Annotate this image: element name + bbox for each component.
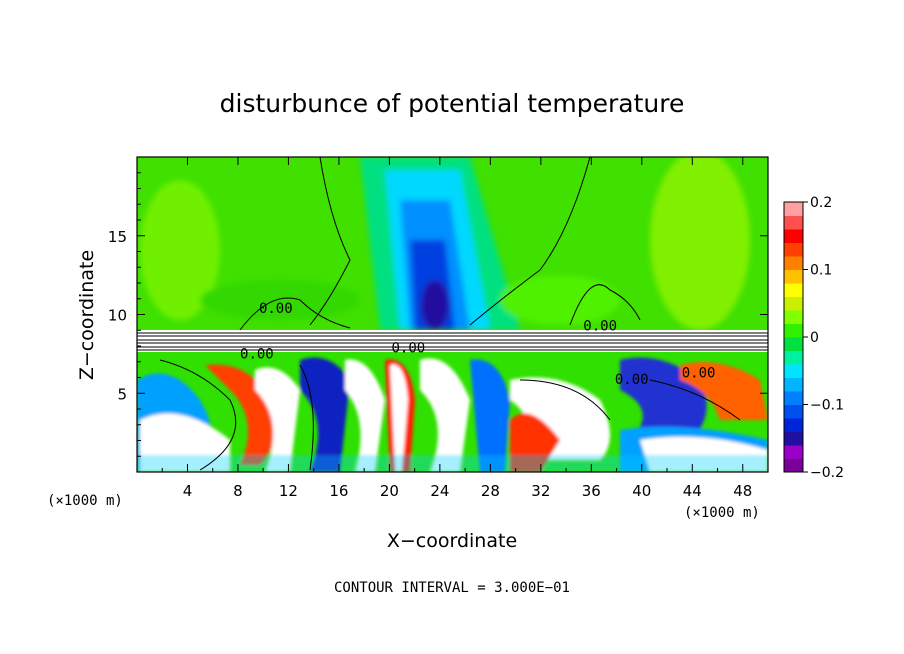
x-tick-label: 32 [531,482,550,500]
x-tick-label: 36 [582,482,601,500]
x-tick-label: 12 [279,482,298,500]
contour-labels: 0.00 0.00 0.00 0.00 0.00 0.00 [240,301,715,388]
colorbar-ticks: 0.2 0.1 0 −0.1 −0.2 [803,195,844,481]
colorbar-swatch [784,215,803,230]
x-tick-label: 40 [632,482,651,500]
colorbar-swatch [784,229,803,243]
colorbar-tick-label: 0 [810,330,819,346]
colorbar-swatch [784,202,803,216]
colorbar-swatch [784,391,803,405]
y-tick-label: 15 [108,228,127,246]
contour-label: 0.00 [259,301,293,317]
colorbar-swatch [784,269,803,284]
x-axis-ticks: 4 8 12 16 20 24 28 32 36 40 44 48 [161,157,752,500]
colorbar-swatch [784,350,803,365]
contour-label: 0.00 [682,366,716,382]
x-axis-label: X−coordinate [387,530,517,552]
contour-label: 0.00 [391,340,425,356]
colorbar-swatch [784,310,803,324]
colorbar-tick-label: −0.2 [810,465,844,481]
colorbar-swatch [784,242,803,257]
colorbar-swatch [784,256,803,270]
x-tick-label: 20 [380,482,399,500]
colorbar-swatch [784,296,803,311]
colorbar-swatch [784,431,803,446]
colorbar-tick-label: 0.1 [810,263,832,279]
chart-title: disturbunce of potential temperature [220,89,685,118]
contour-label: 0.00 [583,318,617,334]
x-tick-label: 4 [183,482,193,500]
colorbar-swatch [784,445,803,459]
colorbar-swatch [784,364,803,378]
y-axis-ticks: 5 10 15 [108,172,768,457]
x-unit-label-left: (×1000 m) [47,493,123,509]
colorbar [783,201,804,473]
contour-label: 0.00 [240,347,274,363]
contour-label: 0.00 [615,372,649,388]
y-axis-label: Z−coordinate [76,250,98,380]
colorbar-swatch [784,283,803,297]
x-tick-label: 28 [481,482,500,500]
colorbar-tick-label: −0.1 [810,398,844,414]
x-tick-label: 8 [233,482,243,500]
heatmap-field: 0.00 0.00 0.00 0.00 0.00 0.00 [137,157,768,472]
contour-interval-text: CONTOUR INTERVAL = 3.000E−01 [334,580,570,596]
colorbar-swatch [784,404,803,419]
x-tick-label: 48 [733,482,752,500]
colorbar-swatch [784,323,803,338]
colorbar-tick-label: 0.2 [810,195,832,211]
colorbar-swatch [784,377,803,392]
x-tick-label: 16 [329,482,348,500]
colorbar-swatch [784,337,803,351]
x-unit-label-right: (×1000 m) [684,505,760,521]
x-tick-label: 44 [683,482,702,500]
colorbar-swatch [784,418,803,432]
colorbar-swatch [784,458,803,473]
x-tick-label: 24 [430,482,449,500]
y-tick-label: 5 [117,385,127,403]
y-tick-label: 10 [108,307,127,325]
